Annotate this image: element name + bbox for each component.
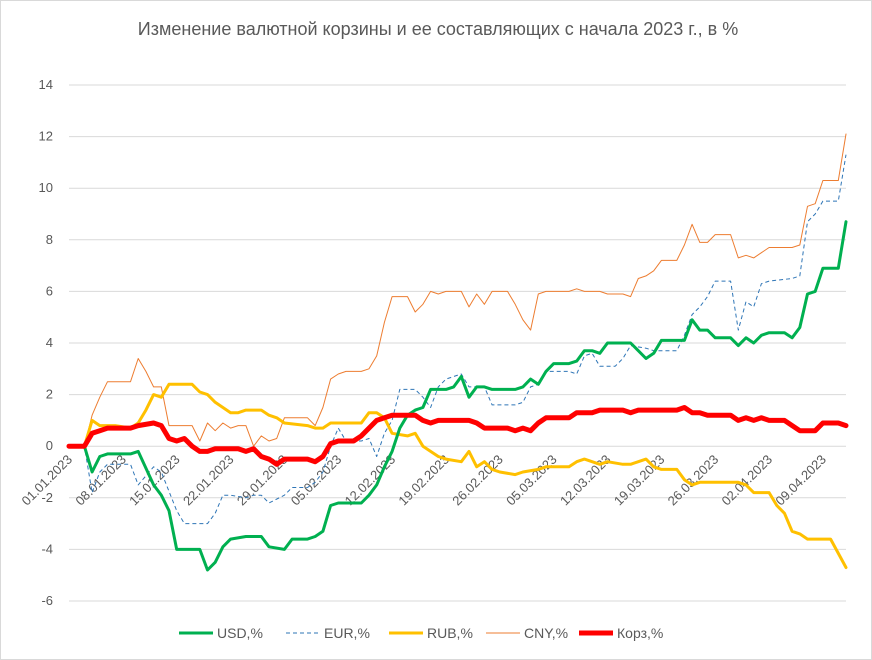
x-tick-label: 02.04.2023 [719,452,776,509]
legend-label: USD,% [217,625,263,641]
y-tick-label: 6 [46,283,53,298]
legend-label: EUR,% [324,625,370,641]
x-tick-label: 09.04.2023 [772,452,829,509]
x-tick-label: 26.03.2023 [665,452,722,509]
series-line-usd [67,220,848,572]
legend-label: Корз,% [617,625,663,641]
y-tick-label: 14 [39,77,53,92]
legend-label: CNY,% [524,625,568,641]
series-line-eur [69,154,847,525]
y-tick-label: 10 [39,180,53,195]
x-tick-label: 12.02.2023 [342,452,399,509]
y-tick-label: 0 [46,438,53,453]
x-axis-ticks: 01.01.202308.01.202315.01.202322.01.2023… [18,452,829,509]
y-tick-label: -4 [41,541,53,556]
y-tick-label: 12 [39,129,53,144]
y-tick-label: 8 [46,232,53,247]
y-tick-label: 2 [46,387,53,402]
y-tick-label: -2 [41,490,53,505]
x-tick-label: 19.02.2023 [395,452,452,509]
x-tick-label: 22.01.2023 [180,452,237,509]
x-tick-label: 15.01.2023 [126,452,183,509]
legend-label: RUB,% [427,625,473,641]
chart-title: Изменение валютной корзины и ее составля… [138,19,738,39]
y-tick-label: 4 [46,335,53,350]
legend: USD,% EUR,% RUB,% CNY,% Корз,% [179,625,663,641]
series-line-корз [66,405,849,467]
series-line-cny [68,133,847,447]
series-lines [66,133,849,572]
y-tick-label: -6 [41,593,53,608]
y-axis-ticks: -6 -4 -2 0 2 4 6 8 10 12 14 [39,77,53,608]
series-line-rub [67,382,848,569]
x-tick-label: 05.03.2023 [503,452,560,509]
x-tick-label: 08.01.2023 [72,452,129,509]
